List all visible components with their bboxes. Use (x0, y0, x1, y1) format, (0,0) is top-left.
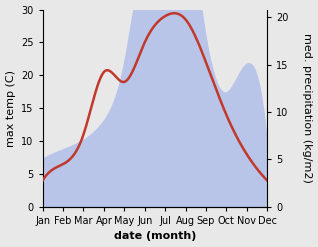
Y-axis label: max temp (C): max temp (C) (5, 70, 16, 147)
X-axis label: date (month): date (month) (114, 231, 196, 242)
Y-axis label: med. precipitation (kg/m2): med. precipitation (kg/m2) (302, 33, 313, 183)
